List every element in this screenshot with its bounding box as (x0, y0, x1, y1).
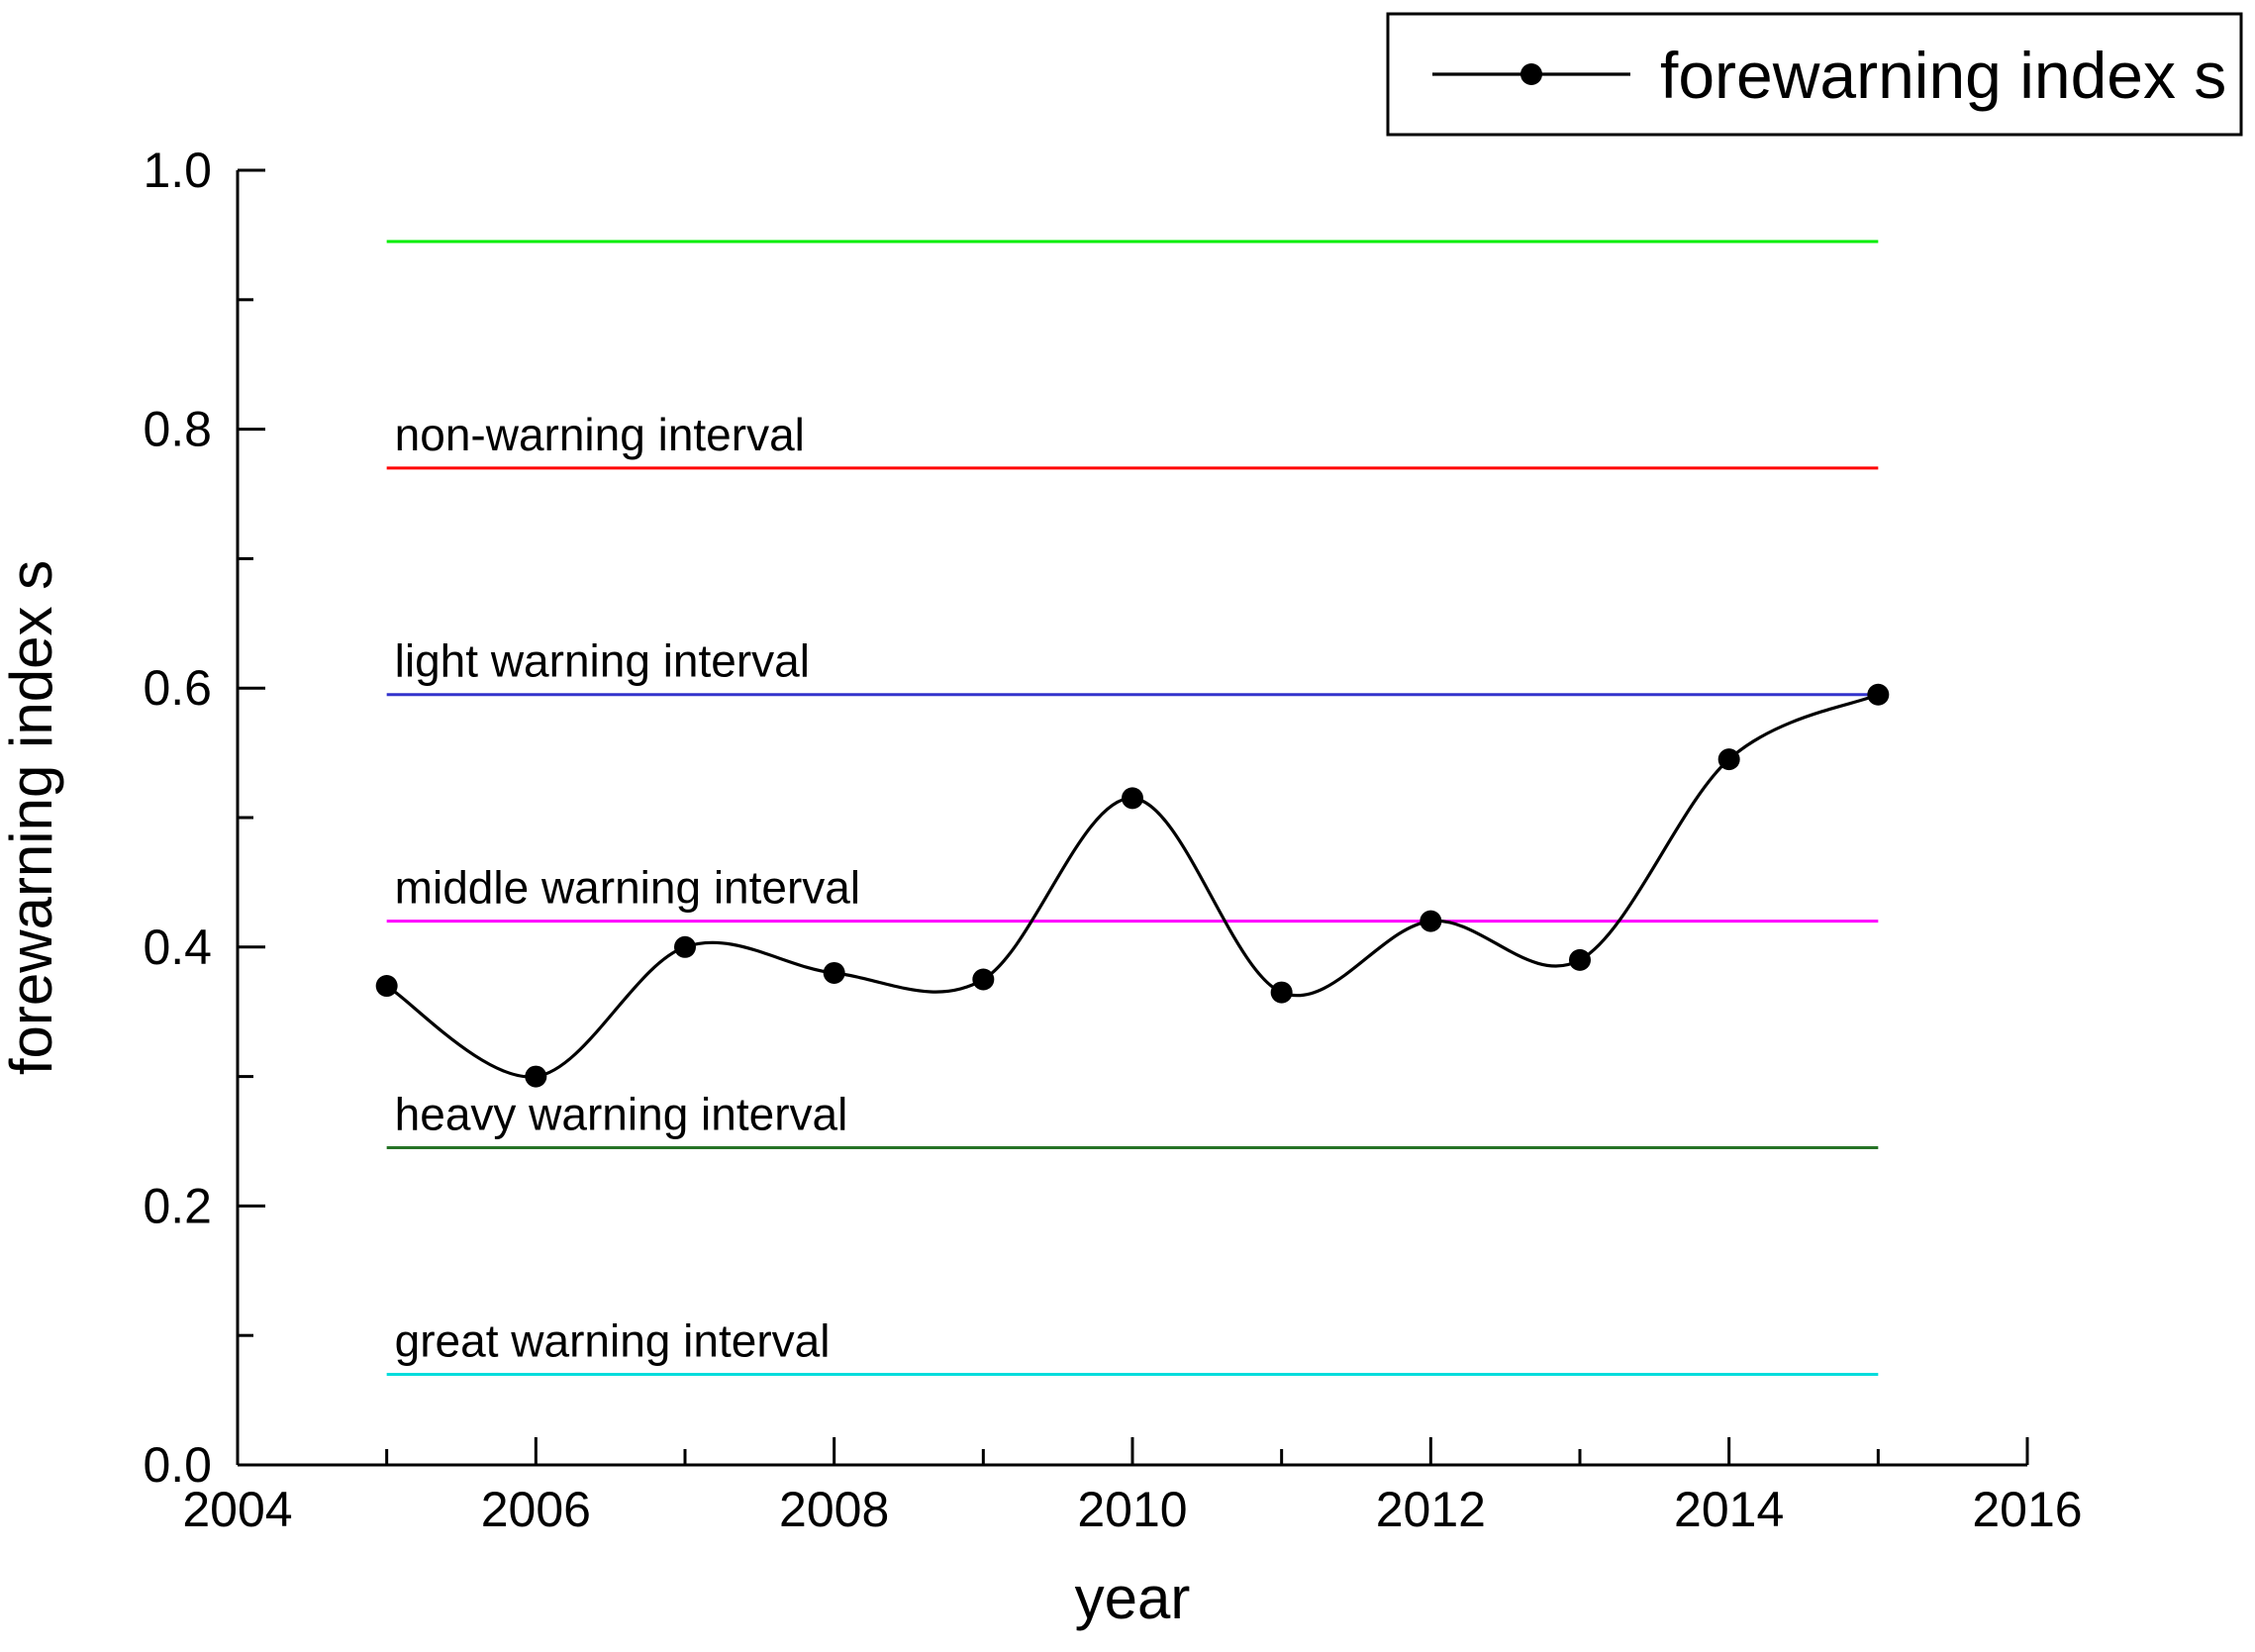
x-axis-label: year (1075, 1565, 1191, 1631)
y-tick-label: 0.0 (143, 1437, 212, 1493)
x-tick-label: 2016 (1972, 1482, 2082, 1537)
data-point (1420, 910, 1442, 932)
x-tick-label: 2008 (779, 1482, 889, 1537)
legend-label: forewarning index s (1660, 39, 2226, 112)
data-point (972, 968, 995, 991)
x-tick-label: 2012 (1376, 1482, 1486, 1537)
y-tick-label: 1.0 (143, 143, 212, 198)
data-point (1270, 981, 1293, 1004)
data-point (1867, 683, 1890, 706)
y-tick-label: 0.4 (143, 920, 212, 975)
x-tick-label: 2014 (1674, 1482, 1784, 1537)
y-tick-label: 0.8 (143, 402, 212, 457)
y-axis-label: forewarning index s (0, 560, 64, 1075)
x-tick-label: 2006 (481, 1482, 591, 1537)
data-series-path (385, 693, 1879, 1079)
data-point (375, 975, 398, 998)
reference-line-label: great warning interval (395, 1314, 831, 1366)
data-point (674, 935, 696, 958)
data-point (525, 1065, 547, 1088)
reference-line-label: middle warning interval (395, 862, 860, 914)
y-tick-label: 0.2 (143, 1178, 212, 1233)
data-point (1569, 948, 1591, 971)
x-tick-label: 2004 (182, 1482, 292, 1537)
data-point (1122, 787, 1143, 810)
reference-line-label: non-warning interval (395, 409, 805, 460)
reference-line-label: light warning interval (395, 635, 810, 687)
x-tick-label: 2010 (1077, 1482, 1187, 1537)
data-point (1717, 748, 1740, 771)
legend-marker-icon (1520, 63, 1542, 85)
data-point (823, 961, 845, 984)
reference-line-label: heavy warning interval (395, 1089, 848, 1140)
y-tick-label: 0.6 (143, 660, 212, 716)
